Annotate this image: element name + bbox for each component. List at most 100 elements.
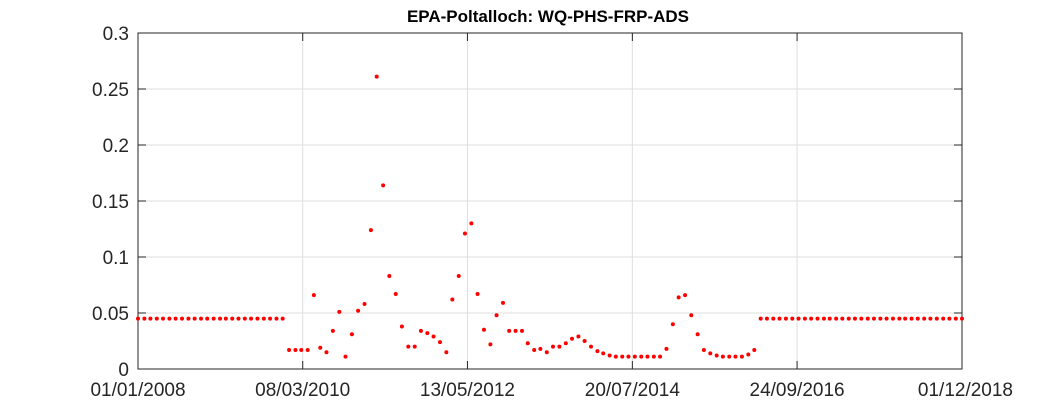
data-point <box>595 349 600 354</box>
data-point <box>387 274 392 279</box>
data-point <box>381 183 386 188</box>
data-point <box>708 351 713 356</box>
data-point <box>733 354 738 359</box>
data-point <box>437 340 442 345</box>
data-point <box>223 316 228 321</box>
data-point <box>790 316 795 321</box>
data-point <box>821 316 826 321</box>
data-point <box>764 316 769 321</box>
data-point <box>450 297 455 302</box>
data-point <box>890 316 895 321</box>
data-point <box>582 339 587 343</box>
data-point <box>934 316 939 321</box>
data-point <box>607 353 612 358</box>
data-point <box>287 347 292 352</box>
data-point <box>318 345 323 350</box>
data-point <box>701 347 706 352</box>
data-point <box>299 347 304 352</box>
data-point <box>469 221 474 226</box>
data-point <box>425 331 430 336</box>
data-point <box>236 316 241 321</box>
data-point <box>626 354 631 359</box>
data-point <box>834 316 839 321</box>
data-point <box>211 316 216 321</box>
data-point <box>613 354 618 359</box>
data-point <box>928 316 933 321</box>
data-point <box>664 346 669 351</box>
data-point <box>293 347 298 352</box>
data-point <box>796 316 801 321</box>
data-point <box>897 316 902 321</box>
data-point <box>167 316 172 321</box>
data-point <box>311 293 316 298</box>
data-point <box>852 316 857 321</box>
data-point <box>494 313 499 318</box>
data-point <box>859 316 864 321</box>
data-point <box>274 316 279 321</box>
data-point <box>481 327 486 332</box>
data-point <box>136 316 140 321</box>
data-point <box>865 316 870 321</box>
data-point <box>676 295 681 300</box>
data-point <box>909 316 914 321</box>
y-tick-label: 0.05 <box>92 304 129 325</box>
data-point <box>218 316 223 321</box>
data-point <box>173 316 178 321</box>
y-tick-label: 0 <box>118 360 129 381</box>
data-point <box>161 316 166 321</box>
chart-title: EPA-Poltalloch: WQ-PHS-FRP-ADS <box>407 7 689 26</box>
data-point <box>280 316 285 321</box>
axis-ticks: 0 0.05 0.1 0.15 0.2 0.25 0.3 01/01/2008 08/03/20… <box>90 24 1013 401</box>
data-point <box>532 347 537 352</box>
data-point <box>771 316 776 321</box>
data-point <box>727 354 732 359</box>
data-point <box>180 316 185 321</box>
data-point <box>362 302 367 307</box>
y-tick-label: 0.25 <box>92 80 129 101</box>
data-point <box>689 313 694 318</box>
data-point <box>871 316 876 321</box>
data-point <box>809 316 814 321</box>
data-point <box>349 332 354 337</box>
data-point <box>418 328 423 333</box>
x-tick-label: 01/12/2018 <box>918 380 1013 401</box>
data-point <box>148 316 153 321</box>
data-point <box>739 354 744 359</box>
data-point <box>412 344 417 349</box>
data-point <box>557 344 562 349</box>
data-point <box>960 316 964 321</box>
data-point <box>324 350 329 355</box>
x-tick-label: 20/07/2014 <box>585 380 681 401</box>
data-point <box>941 316 946 321</box>
data-point <box>840 316 845 321</box>
data-point <box>714 353 719 358</box>
data-point <box>199 316 204 321</box>
data-point <box>525 341 530 346</box>
x-tick-label: 08/03/2010 <box>255 380 350 401</box>
data-point <box>878 316 883 321</box>
data-point <box>399 324 404 329</box>
data-point <box>720 354 725 359</box>
y-tick-label: 0.3 <box>103 24 129 45</box>
data-point <box>563 341 568 346</box>
data-point <box>544 350 549 355</box>
data-point <box>230 316 235 321</box>
data-point <box>356 308 361 313</box>
y-tick-label: 0.15 <box>92 192 129 213</box>
data-point <box>305 347 310 352</box>
data-point <box>255 316 260 321</box>
data-point <box>620 354 625 359</box>
data-point <box>695 332 700 337</box>
data-point <box>249 316 254 321</box>
data-point <box>651 354 656 359</box>
data-point <box>601 351 606 356</box>
x-tick-label: 24/09/2016 <box>750 380 845 401</box>
data-point <box>268 316 273 321</box>
y-tick-label: 0.1 <box>103 248 129 269</box>
data-point <box>783 316 788 321</box>
data-point <box>645 354 650 359</box>
data-point <box>186 316 191 321</box>
data-point <box>884 316 889 321</box>
data-point <box>658 354 663 359</box>
